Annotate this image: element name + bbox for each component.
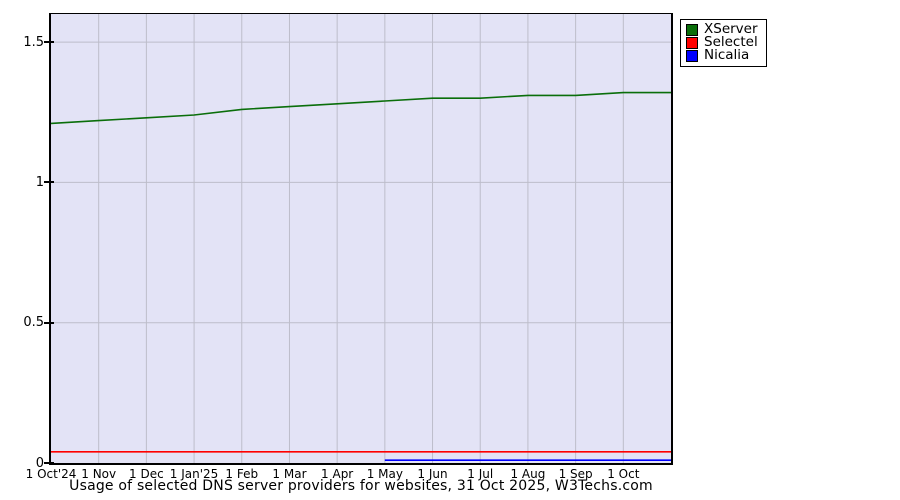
legend-label: Selectel [704, 34, 758, 50]
x-tick-label: 1 Nov [81, 467, 117, 481]
nicalia-color-swatch [686, 49, 698, 62]
y-tick-label: 1.5 [23, 34, 44, 50]
y-tick-mark [44, 181, 54, 184]
x-tick-label: 1 Dec [129, 467, 164, 481]
selectel-color-swatch [686, 36, 698, 49]
x-tick-label: 1 Mar [272, 467, 307, 481]
legend-label: XServer [704, 21, 758, 37]
y-tick-mark [44, 321, 54, 324]
y-tick-label: 0.5 [23, 315, 44, 331]
y-tick-label: 1 [35, 174, 44, 190]
legend-item-nicalia: Nicalia [686, 47, 758, 63]
legend-item-selectel: Selectel [686, 34, 758, 50]
x-tick-label: 1 Apr [321, 467, 354, 481]
x-tick-label: 1 Oct [607, 467, 640, 481]
plot-area [49, 13, 673, 465]
legend-item-xserver: XServer [686, 21, 758, 37]
legend: XServer Selectel Nicalia [680, 19, 767, 67]
y-tick-label: 0 [35, 455, 44, 471]
y-tick-mark [44, 41, 54, 44]
y-tick-mark [44, 462, 54, 464]
series-line-xserver [51, 91, 671, 125]
x-tick-label: 1 Oct'24 [25, 467, 77, 481]
xserver-color-swatch [686, 23, 698, 36]
chart-title: Usage of selected DNS server providers f… [69, 478, 653, 494]
legend-label: Nicalia [704, 47, 750, 63]
x-tick-label: 1 Aug [510, 467, 546, 481]
x-tick-label: 1 Jan'25 [169, 467, 219, 481]
x-tick-label: 1 Sep [558, 467, 593, 481]
x-tick-label: 1 Jun [417, 467, 448, 481]
x-tick-label: 1 Feb [225, 467, 259, 481]
chart-canvas [51, 14, 671, 463]
x-tick-label: 1 May [366, 467, 403, 481]
x-tick-label: 1 Jul [467, 467, 494, 481]
